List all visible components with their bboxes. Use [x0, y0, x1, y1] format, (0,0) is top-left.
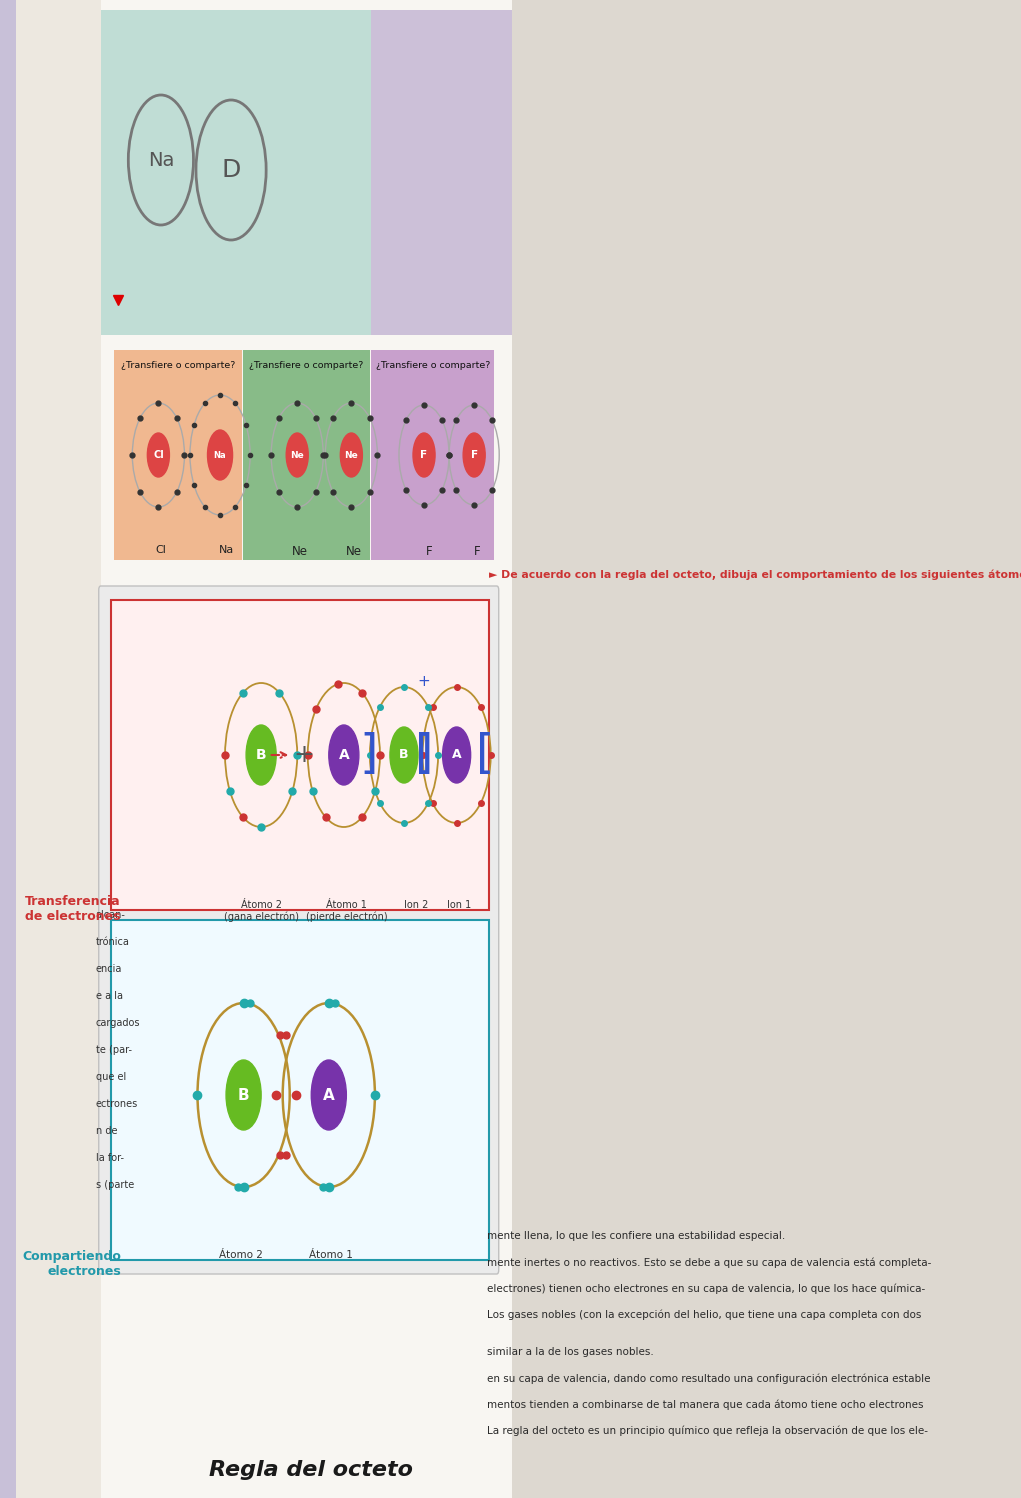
Text: B: B: [399, 749, 408, 761]
Text: Cl: Cl: [155, 545, 166, 554]
Text: Átomo 2: Átomo 2: [220, 1249, 263, 1260]
Circle shape: [442, 727, 471, 783]
Text: B: B: [256, 748, 266, 762]
Bar: [372, 10, 512, 336]
Text: F: F: [471, 449, 478, 460]
Text: Na: Na: [213, 451, 227, 460]
Text: trónica: trónica: [96, 938, 130, 947]
Text: Los gases nobles (con la excepción del helio, que tiene una capa completa con do: Los gases nobles (con la excepción del h…: [487, 1309, 921, 1320]
Circle shape: [226, 1061, 261, 1129]
Text: Cl: Cl: [153, 449, 163, 460]
Text: ¿Transfiere o comparte?: ¿Transfiere o comparte?: [376, 361, 490, 370]
Text: alcan-: alcan-: [96, 909, 126, 920]
Text: te (par-: te (par-: [96, 1046, 132, 1055]
Bar: [110, 601, 489, 909]
Text: cargados: cargados: [96, 1019, 140, 1028]
Text: Átomo 2
(gana electrón): Átomo 2 (gana electrón): [224, 900, 298, 923]
Circle shape: [286, 433, 308, 476]
Text: +: +: [293, 743, 314, 767]
Circle shape: [464, 433, 485, 476]
Text: B: B: [238, 1088, 249, 1103]
FancyBboxPatch shape: [99, 586, 498, 1273]
Text: [: [: [477, 733, 495, 777]
Text: Ne: Ne: [346, 545, 361, 557]
Text: ► De acuerdo con la regla del octeto, dibuja el comportamiento de los siguientes: ► De acuerdo con la regla del octeto, di…: [489, 569, 1021, 580]
Circle shape: [340, 433, 362, 476]
Text: F: F: [426, 545, 432, 557]
Text: Na: Na: [218, 545, 234, 554]
Text: A: A: [339, 748, 349, 762]
Circle shape: [414, 433, 435, 476]
Text: electrones) tienen ocho electrones en su capa de valencia, lo que los hace quími: electrones) tienen ocho electrones en su…: [487, 1282, 925, 1293]
Bar: [114, 351, 242, 560]
Text: Ion 1: Ion 1: [447, 900, 472, 909]
Circle shape: [390, 727, 418, 783]
Text: +: +: [418, 674, 431, 689]
Text: A: A: [452, 749, 461, 761]
Text: n de: n de: [96, 1126, 117, 1135]
Circle shape: [329, 725, 358, 785]
Circle shape: [311, 1061, 346, 1129]
Text: e a la: e a la: [96, 992, 123, 1001]
Text: La regla del octeto es un principio químico que refleja la observación de que lo: La regla del octeto es un principio quím…: [487, 1425, 928, 1435]
Text: ]: ]: [415, 733, 433, 777]
Text: ]: ]: [359, 733, 378, 777]
Text: A: A: [323, 1088, 335, 1103]
Bar: [0, 0, 101, 1498]
Text: s (parte: s (parte: [96, 1180, 134, 1189]
Text: Compartiendo
electrones: Compartiendo electrones: [21, 1249, 120, 1278]
Text: que el: que el: [96, 1073, 126, 1082]
Bar: [101, 10, 372, 336]
Circle shape: [246, 725, 276, 785]
Text: Regla del octeto: Regla del octeto: [209, 1461, 414, 1480]
Text: mente inertes o no reactivos. Esto se debe a que su capa de valencia está comple: mente inertes o no reactivos. Esto se de…: [487, 1257, 931, 1267]
Text: encia: encia: [96, 965, 123, 974]
Text: Ne: Ne: [290, 451, 304, 460]
Bar: [372, 351, 494, 560]
Text: la for-: la for-: [96, 1153, 124, 1162]
Text: Ne: Ne: [344, 451, 358, 460]
Text: mente llena, lo que les confiere una estabilidad especial.: mente llena, lo que les confiere una est…: [487, 1231, 785, 1240]
Text: F: F: [421, 449, 428, 460]
Text: similar a la de los gases nobles.: similar a la de los gases nobles.: [487, 1347, 653, 1357]
Text: Átomo 1: Átomo 1: [309, 1249, 353, 1260]
Text: ¿Transfiere o comparte?: ¿Transfiere o comparte?: [121, 361, 236, 370]
Circle shape: [207, 430, 233, 479]
Bar: [110, 920, 489, 1260]
Bar: [0, 0, 15, 1498]
Text: Ion 2: Ion 2: [404, 900, 429, 909]
Text: [: [: [415, 733, 433, 777]
Text: ¿Transfiere o comparte?: ¿Transfiere o comparte?: [249, 361, 363, 370]
Text: Ne: Ne: [292, 545, 308, 557]
Text: en su capa de valencia, dando como resultado una configuración electrónica estab: en su capa de valencia, dando como resul…: [487, 1374, 930, 1384]
Text: mentos tienden a combinarse de tal manera que cada átomo tiene ocho electrones: mentos tienden a combinarse de tal maner…: [487, 1399, 923, 1410]
Text: Transferencia
de electrones: Transferencia de electrones: [26, 894, 120, 923]
Text: D: D: [222, 157, 241, 181]
Bar: [101, 0, 512, 1498]
Text: ectrones: ectrones: [96, 1100, 138, 1109]
Text: F: F: [475, 545, 481, 557]
Bar: [243, 351, 371, 560]
Text: Átomo 1
(pierde electrón): Átomo 1 (pierde electrón): [305, 900, 387, 923]
Text: Na: Na: [148, 150, 174, 169]
Circle shape: [147, 433, 169, 476]
